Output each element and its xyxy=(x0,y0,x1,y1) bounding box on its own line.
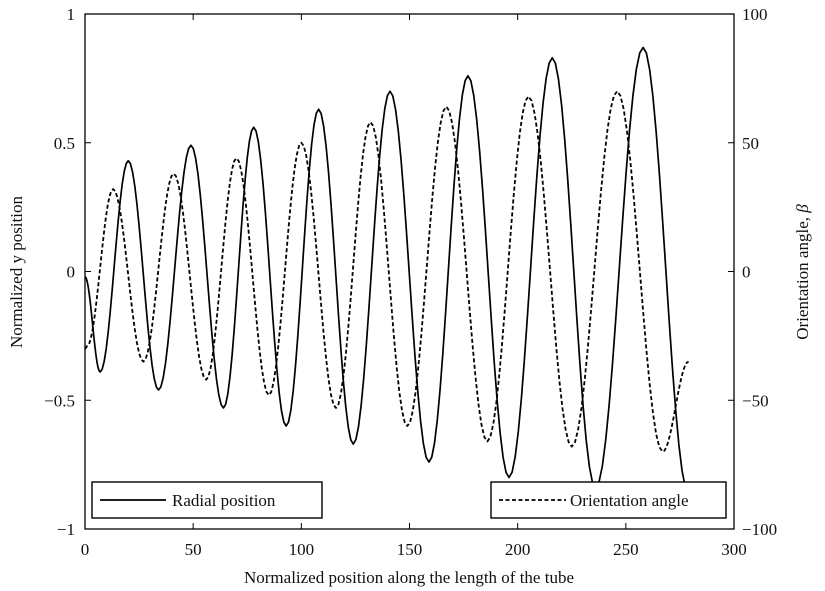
y-left-tick-label: 0.5 xyxy=(54,134,75,153)
x-axis-label: Normalized position along the length of … xyxy=(244,568,574,587)
x-tick-label: 150 xyxy=(397,540,423,559)
legend-right-box xyxy=(490,481,727,519)
y-right-tick-label: 50 xyxy=(742,134,759,153)
series-layer xyxy=(85,46,690,494)
legend-left-label: Radial position xyxy=(172,491,276,510)
x-tick-label: 200 xyxy=(505,540,531,559)
y-right-tick-label: −100 xyxy=(742,520,777,539)
legend-orientation-angle: Orientation angle xyxy=(490,481,727,519)
x-tick-label: 250 xyxy=(613,540,639,559)
y-axis-right-label-text: Orientation angle, xyxy=(793,213,812,340)
x-tick-label: 100 xyxy=(289,540,315,559)
series-line-radial-position xyxy=(85,46,690,494)
legend-right-label: Orientation angle xyxy=(570,491,689,510)
y-left-tick-label: −1 xyxy=(57,520,75,539)
y-left-tick-label: 1 xyxy=(67,5,76,24)
legend-radial-position: Radial position xyxy=(91,481,323,519)
series-line-orientation-angle xyxy=(85,90,690,453)
x-tick-label: 300 xyxy=(721,540,747,559)
y-right-tick-label: 0 xyxy=(742,263,751,282)
ticks-layer: 0 50 100 150 200 250 300 −1 −0.5 0 0.5 1 −100 −50 0 50 1… xyxy=(44,5,777,559)
y-axis-left-label: Normalized y position xyxy=(7,195,26,348)
y-axis-left-label-pre: Normalized y position xyxy=(7,195,26,348)
y-right-tick-label: 100 xyxy=(742,5,768,24)
y-axis-right-label: Orientation angle, β xyxy=(793,204,812,340)
y-left-tick-label: 0 xyxy=(67,263,76,282)
y-left-tick-label: −0.5 xyxy=(44,391,75,410)
y-right-tick-label: −50 xyxy=(742,391,769,410)
x-tick-label: 50 xyxy=(185,540,202,559)
y-axis-right-label-symbol: β xyxy=(793,204,812,214)
x-tick-label: 0 xyxy=(81,540,90,559)
